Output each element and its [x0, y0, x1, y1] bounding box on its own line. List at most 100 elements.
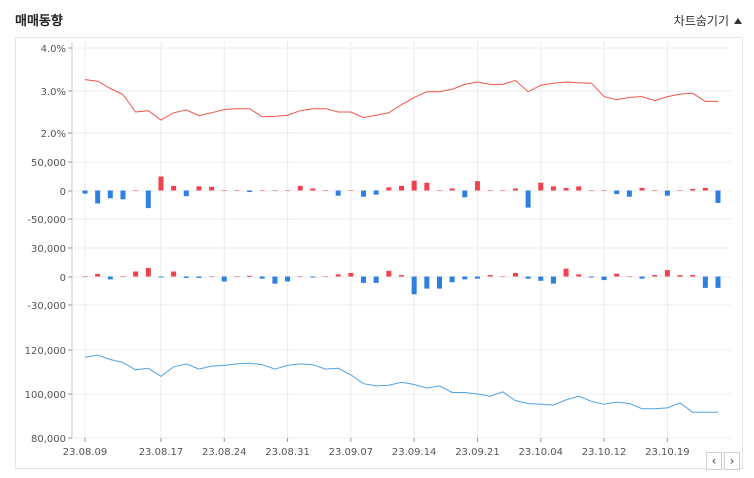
bar: [373, 276, 379, 283]
bar: [171, 271, 177, 277]
bar: [234, 276, 240, 277]
bar: [588, 276, 594, 278]
bar: [120, 276, 126, 277]
bar: [285, 276, 291, 282]
bar: [196, 276, 202, 278]
bar: [259, 276, 265, 279]
y-tick-label: -50,000: [27, 215, 66, 226]
bar: [449, 276, 455, 283]
bar: [95, 190, 101, 204]
bar: [702, 187, 708, 191]
y-tick-label: 3.0%: [41, 87, 66, 98]
bar: [715, 276, 721, 288]
bar: [272, 190, 278, 191]
hide-chart-toggle[interactable]: 차트숨기기: [674, 12, 742, 29]
bar: [386, 187, 392, 191]
bar: [386, 270, 392, 277]
x-tick-label: 23.08.31: [265, 447, 310, 458]
x-tick-label: 23.08.24: [202, 447, 247, 458]
bar: [183, 276, 189, 278]
bar: [487, 275, 493, 277]
hide-chart-label: 차트숨기기: [673, 14, 729, 28]
bar: [614, 273, 620, 277]
bar: [335, 274, 341, 277]
bar: [474, 276, 480, 279]
y-tick-label: -30,000: [27, 301, 66, 312]
bar: [614, 190, 620, 195]
bar: [247, 190, 253, 193]
bar: [436, 190, 442, 191]
bar: [196, 186, 202, 191]
bar: [95, 274, 101, 277]
bar: [576, 186, 582, 191]
bar: [664, 270, 670, 277]
x-tick-label: 23.08.17: [139, 447, 184, 458]
y-tick-label: 30,000: [31, 244, 66, 255]
bar: [209, 276, 215, 277]
bar: [82, 190, 88, 194]
bar: [158, 276, 164, 278]
bar: [297, 276, 303, 277]
prev-page-button[interactable]: ‹: [706, 452, 722, 470]
bar: [361, 190, 367, 197]
x-tick-label: 23.10.12: [582, 447, 627, 458]
bar: [107, 190, 113, 199]
bar: [500, 276, 506, 277]
bar: [335, 190, 341, 196]
next-page-button[interactable]: ›: [724, 452, 740, 470]
rate-line: [84, 79, 718, 121]
bar: [639, 276, 645, 279]
bar: [677, 190, 683, 191]
bar: [462, 190, 468, 198]
bar: [234, 190, 240, 191]
bar: [221, 190, 227, 191]
y-tick-label: 80,000: [31, 434, 66, 445]
bar: [487, 190, 493, 191]
bar: [348, 190, 354, 191]
bar: [462, 276, 468, 280]
bar: [500, 190, 506, 191]
bar: [310, 276, 316, 278]
bar: [550, 186, 556, 191]
bar: [563, 268, 569, 277]
bar: [310, 188, 316, 191]
bar: [588, 190, 594, 191]
bar: [525, 190, 531, 208]
bar: [512, 188, 518, 191]
bar: [550, 276, 556, 284]
y-tick-label: 120,000: [25, 346, 66, 357]
y-tick-label: 100,000: [25, 390, 66, 401]
bar: [715, 190, 721, 203]
bar: [424, 276, 430, 289]
bar: [436, 276, 442, 289]
bar: [107, 276, 113, 280]
bar: [474, 181, 480, 191]
bar: [677, 275, 683, 277]
bar: [209, 186, 215, 191]
y-tick-label: 0: [60, 273, 66, 284]
bar: [247, 275, 253, 277]
bar: [601, 190, 607, 191]
page-title: 매매동향: [15, 14, 63, 29]
bar: [563, 187, 569, 191]
x-tick-label: 23.09.21: [455, 447, 500, 458]
bar: [664, 190, 670, 196]
x-tick-label: 23.08.09: [63, 447, 108, 458]
bar: [652, 275, 658, 277]
bar: [639, 187, 645, 191]
chevron-right-icon: ›: [729, 454, 735, 468]
x-tick-label: 23.10.19: [645, 447, 690, 458]
bar: [411, 276, 417, 295]
x-tick-label: 23.09.14: [392, 447, 437, 458]
bar: [449, 188, 455, 191]
bar: [145, 267, 151, 277]
bar: [702, 276, 708, 288]
bar: [424, 182, 430, 191]
bar: [525, 276, 531, 279]
bar: [145, 190, 151, 209]
bar: [690, 275, 696, 277]
bar: [512, 272, 518, 277]
bar: [171, 185, 177, 191]
y-tick-label: 50,000: [31, 158, 66, 169]
bar: [373, 190, 379, 195]
